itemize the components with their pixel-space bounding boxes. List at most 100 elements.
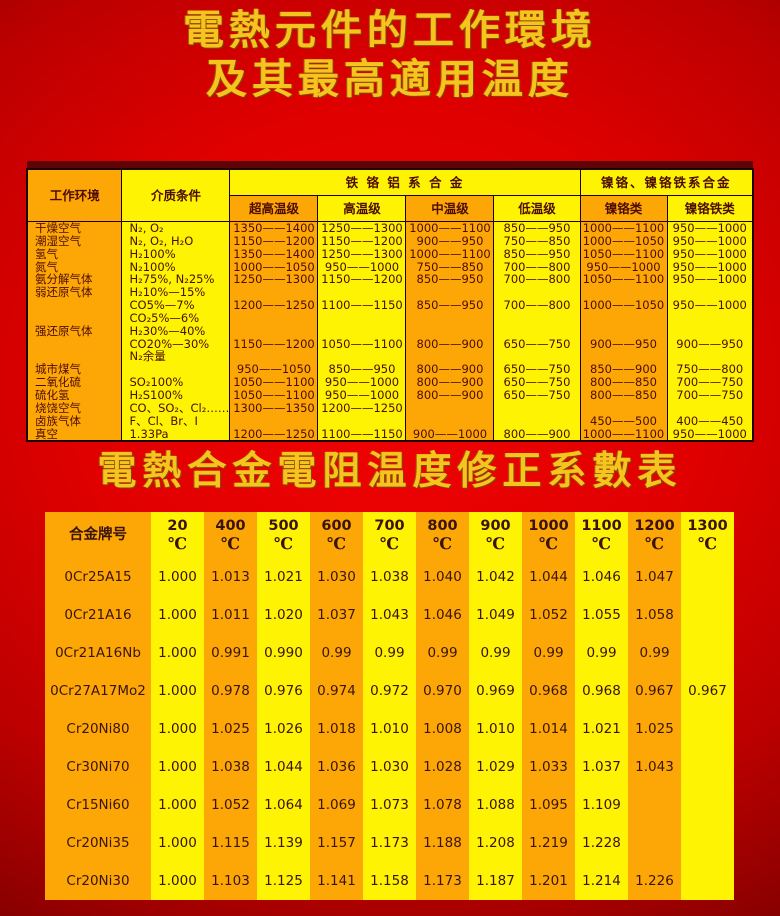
col-header-low: 低温级 — [493, 195, 581, 222]
coef-value: 0.99 — [427, 645, 458, 662]
coef-col-header: 1200 ℃ — [628, 512, 681, 558]
env-line-text — [406, 415, 493, 428]
env-line-text: 烧饶空气 — [34, 400, 81, 415]
env-line-text — [230, 325, 317, 338]
alloy-name: Cr20Ni30 — [66, 873, 130, 890]
page-title: 電熱元件的工作環境 及其最高適用温度 — [0, 6, 780, 104]
alloy-name: 0Cr27A17Mo2 — [50, 683, 146, 700]
coef-value: 1.044 — [529, 569, 568, 586]
degree-unit: ℃ — [326, 533, 347, 553]
coef-col-header: 20 ℃ — [151, 512, 204, 558]
section-title: 電熱合金電阻温度修正系數表 — [97, 448, 683, 495]
env-line-text: 1100——1150 — [321, 426, 403, 441]
coef-correction-table: 合金牌号 0Cr25A15 0Cr21A16 0Cr21A16Nb 0Cr27A17Mo… — [45, 512, 735, 901]
coef-value: 1.000 — [158, 835, 197, 852]
env-line-text: 850——950 — [328, 362, 396, 377]
env-line-text — [494, 415, 579, 428]
coef-value — [681, 596, 734, 634]
degree-unit: ℃ — [538, 533, 559, 553]
env-col-work-env: 干燥空气 潮湿空气 氢气 氮气 氨分解气体 弱还原气体 强还原气体 城市煤气 二氧化硫 硫化氢… — [26, 221, 123, 442]
env-line-text: 1.33Pa — [129, 426, 169, 441]
page-title-line1: 電熱元件的工作環境 — [183, 6, 597, 54]
coef-value: 0.967 — [688, 683, 727, 700]
coef-col-1100: 1100 ℃ 1.046 1.055 0.99 0.968 1.021 1.037 1.109 1… — [575, 512, 628, 901]
coef-value: 0.970 — [423, 683, 462, 700]
coef-value: 1.037 — [317, 607, 356, 624]
env-line-text: 800——900 — [416, 336, 484, 351]
env-line-text — [28, 312, 122, 325]
coef-value: 1.109 — [582, 797, 621, 814]
env-col-low: 850——950 750——850 850——950 700——800 700——800… — [493, 221, 581, 442]
env-line-text: 强还原气体 — [34, 323, 93, 338]
env-line-text: 950——1000 — [672, 272, 747, 287]
env-line-text: 850——950 — [416, 298, 484, 313]
env-col-ultra-high: 1350——1400 1150——1200 1350——1400 1000——1050… — [229, 221, 319, 442]
env-line-text: 900——1000 — [412, 426, 488, 441]
env-line-text: 1250——1300 — [321, 246, 403, 261]
coef-value: 1.025 — [211, 721, 250, 738]
env-line-text: 氨分解气体 — [34, 272, 93, 287]
env-line-text: 800——850 — [590, 387, 657, 402]
env-line-text: 1250——1300 — [321, 221, 403, 235]
coef-value: 0.968 — [582, 683, 621, 700]
env-line-text: 900——950 — [590, 336, 657, 351]
env-line-text: 弱还原气体 — [34, 285, 93, 300]
coef-header-text: 20 — [167, 517, 188, 534]
coef-value: 1.000 — [158, 797, 197, 814]
col-header-high: 高温级 — [317, 195, 407, 222]
env-line-text: 1300——1350 — [233, 400, 315, 415]
env-line-text: 950——1000 — [672, 426, 747, 441]
coef-value: 1.073 — [370, 797, 409, 814]
coef-value: 1.173 — [423, 873, 462, 890]
env-line-text: 二氧化硫 — [34, 375, 81, 390]
env-line-text — [668, 402, 753, 415]
coef-value: 0.974 — [317, 683, 356, 700]
coef-col-1000: 1000 ℃ 1.044 1.052 0.99 0.968 1.014 1.033 1.095 1… — [522, 512, 575, 901]
coef-header-text: 1200 — [634, 517, 675, 534]
coef-col-900: 900 ℃ 1.042 1.049 0.99 0.969 1.010 1.029 1.088 1.… — [469, 512, 522, 901]
coef-header-text: 600 — [321, 517, 352, 534]
env-line-text — [230, 415, 317, 428]
coef-value: 1.030 — [370, 759, 409, 776]
env-line-text: 900——950 — [416, 233, 484, 248]
env-line-text: 1050——1100 — [321, 336, 403, 351]
coef-value: 1.010 — [370, 721, 409, 738]
coef-col-header: 800 ℃ — [416, 512, 469, 558]
env-line-text: 1250——1300 — [233, 272, 315, 287]
env-line-text — [494, 325, 579, 338]
coef-value: 1.021 — [582, 721, 621, 738]
env-line-text: 700——800 — [503, 259, 571, 274]
coef-header-text: 1100 — [581, 517, 622, 534]
coef-header-text: 900 — [480, 517, 511, 534]
coef-value: 1.000 — [158, 721, 197, 738]
env-line-text: 950——1000 — [672, 221, 747, 235]
coef-value: 1.125 — [264, 873, 303, 890]
degree-unit: ℃ — [644, 533, 665, 553]
env-line-text — [406, 402, 493, 415]
coef-value: 1.201 — [529, 873, 568, 890]
coef-col-header: 600 ℃ — [310, 512, 363, 558]
env-line-text: 1000——1100 — [409, 246, 491, 261]
col-header-medium-grade: 中温级 — [405, 195, 495, 222]
env-line-text — [318, 325, 405, 338]
env-line-text: 1000——1050 — [582, 233, 665, 248]
coef-value: 1.208 — [476, 835, 515, 852]
degree-unit: ℃ — [591, 533, 612, 553]
env-line-text: 1200——1250 — [233, 298, 315, 313]
coef-value: 1.049 — [476, 607, 515, 624]
env-line-text: 干燥空气 — [34, 221, 81, 235]
env-line-text: 950——1000 — [586, 259, 661, 274]
env-line-text: 潮湿空气 — [34, 233, 81, 248]
coef-value: 1.042 — [476, 569, 515, 586]
coef-value: 1.000 — [158, 873, 197, 890]
coef-value: 1.139 — [264, 835, 303, 852]
coef-value: 1.228 — [582, 835, 621, 852]
coef-value: 1.029 — [476, 759, 515, 776]
coef-col-header: 700 ℃ — [363, 512, 416, 558]
coef-value — [681, 748, 734, 786]
coef-value: 1.010 — [476, 721, 515, 738]
env-line-text: 真空 — [34, 426, 58, 441]
env-line-text: 卤族气体 — [34, 413, 81, 428]
env-line-text: 700——800 — [503, 272, 571, 287]
env-line-text: 450——500 — [590, 413, 657, 428]
